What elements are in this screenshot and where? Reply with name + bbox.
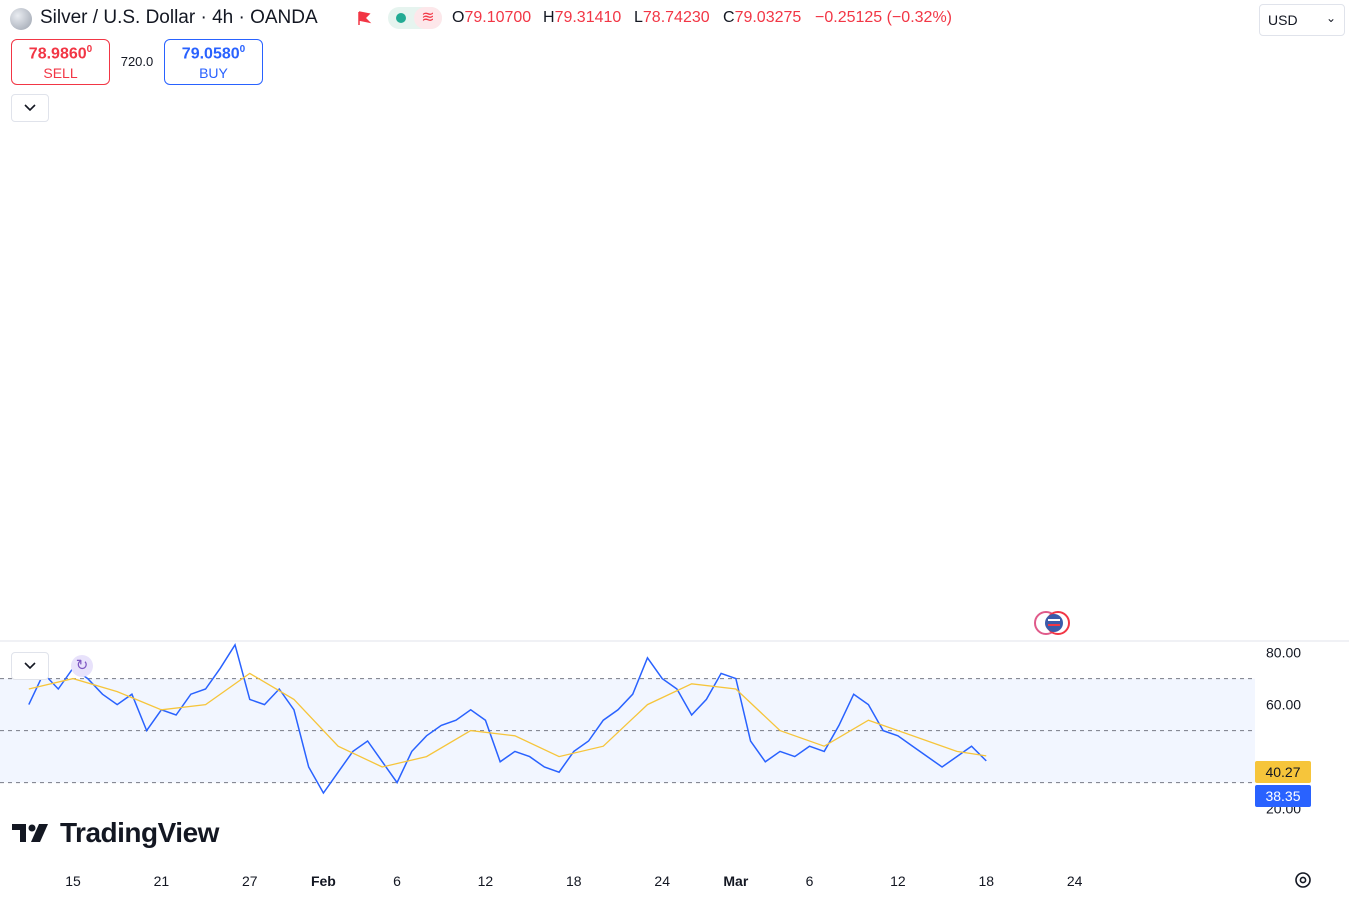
rsi-axis-tick-label: 60.00 [1266,697,1301,713]
rsi-value: 38.35 [1265,788,1300,804]
gear-icon[interactable] [1292,869,1314,891]
currency-select[interactable]: USD ⌄ [1259,4,1345,36]
market-open-dot-icon [396,13,406,23]
time-axis-tick-label: 21 [154,873,170,889]
sell-price-sup: 0 [86,44,93,55]
time-axis-tick-label: 15 [65,873,81,889]
time-axis-tick-label: 12 [890,873,906,889]
ohlc-close: C79.03275 [723,9,802,26]
time-axis-tick-label: 24 [654,873,670,889]
currency-value: USD [1268,12,1298,28]
flag-icon[interactable] [356,10,372,26]
rsi-axis-tick-label: 80.00 [1266,645,1301,661]
us-flag-stripe-icon [1048,624,1060,626]
us-flag-stripe-icon [1048,619,1060,621]
time-axis-tick-label: 6 [806,873,814,889]
tradingview-logo-text: TradingView [60,817,219,848]
rsi-ma-line[interactable] [28,672,987,768]
time-axis-tick-label: 27 [242,873,258,889]
time-axis-tick-label: Feb [311,873,336,889]
silver-coin-icon[interactable] [10,8,32,30]
chevron-down-icon [24,662,36,670]
time-axis-tick-label: 6 [393,873,401,889]
buy-price-sup: 0 [239,44,246,55]
tradingview-mark-icon [12,824,48,842]
rsi-ma-value-badge [1255,761,1311,783]
wave-icon[interactable]: ≋ [414,7,442,29]
rsi-value-badge [1255,785,1311,807]
time-axis-tick-label: 18 [978,873,994,889]
time-axis-tick-label: 18 [566,873,582,889]
refresh-icon[interactable]: ↻ [71,655,93,677]
sell-label: SELL [43,65,78,82]
sell-price: 78.9860 [28,45,87,63]
ohlc-open: O79.10700 [452,9,532,26]
buy-label: BUY [199,65,228,82]
ohlc-high: H79.31410 [543,9,622,26]
buy-button[interactable]: 79.05800 BUY [164,39,263,85]
time-axis-tick-label: 12 [478,873,494,889]
economic-events[interactable] [1034,611,1070,635]
time-axis-tick-label: Mar [723,873,748,889]
chevron-down-icon: ⌄ [1325,11,1336,25]
symbol-title[interactable]: Silver / U.S. Dollar · 4h · OANDA [40,7,318,28]
rsi-line[interactable] [28,642,987,795]
time-axis-tick-label: 24 [1067,873,1083,889]
us-flag-icon [1045,614,1063,632]
sell-button[interactable]: 78.98600 SELL [11,39,110,85]
collapse-legend-button[interactable] [11,94,49,122]
spread-value: 720.0 [120,54,154,69]
collapse-rsi-legend-button[interactable] [11,652,49,680]
tradingview-logo[interactable]: TradingView [12,816,219,850]
chevron-down-icon [24,104,36,112]
ohlc-low: L78.74230 [634,9,710,26]
rsi-ma-value: 40.27 [1265,764,1300,780]
ohlc-change: −0.25125 (−0.32%) [815,9,952,26]
buy-price: 79.0580 [181,45,240,63]
